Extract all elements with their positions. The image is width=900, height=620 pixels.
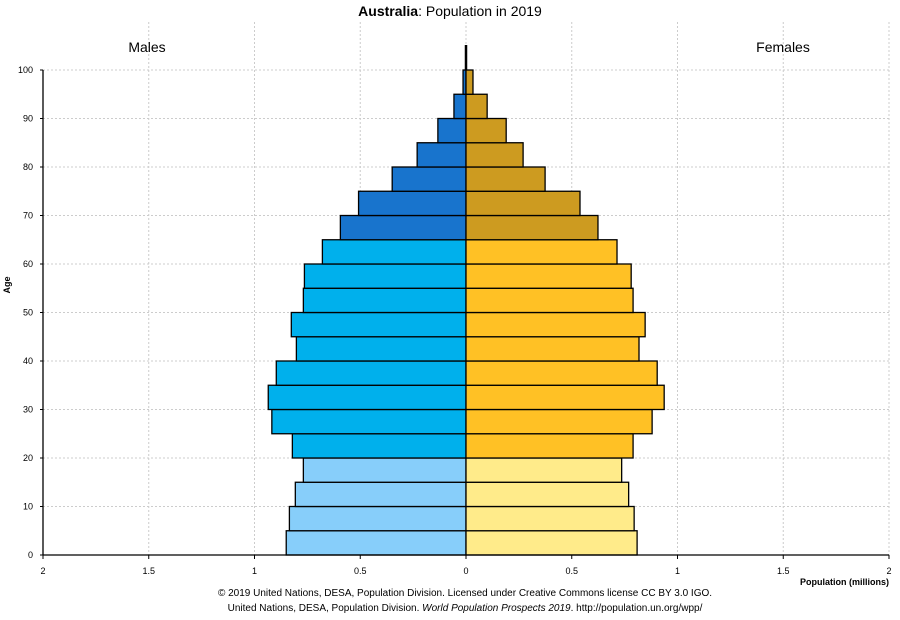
males-label: Males — [128, 39, 165, 55]
bar-female-10-14 — [465, 481, 630, 508]
x-tick-label: 2 — [886, 566, 891, 576]
bar-female-90-94 — [465, 93, 488, 120]
y-axis-label: Age — [2, 276, 12, 293]
bar-male-10-14 — [294, 481, 467, 508]
x-tick-label: 1 — [252, 566, 257, 576]
bar-male-0-4 — [285, 530, 467, 556]
credits-citation: United Nations, DESA, Population Divisio… — [227, 603, 703, 614]
bar-male-60-64 — [321, 239, 467, 265]
credits: © 2019 United Nations, DESA, Population … — [0, 586, 900, 616]
bar-female-30-34 — [465, 384, 665, 411]
bar-male-35-39 — [275, 360, 467, 386]
y-tick-label: 50 — [23, 308, 33, 318]
bar-female-60-64 — [465, 239, 618, 265]
y-tick-label: 40 — [23, 356, 33, 366]
bar-female-75-79 — [465, 166, 546, 192]
chart-title: Australia: Population in 2019 — [0, 3, 900, 19]
bar-female-0-4 — [465, 530, 638, 556]
y-tick-label: 0 — [28, 550, 33, 560]
bar-male-25-29 — [271, 408, 467, 435]
bar-male-80-84 — [416, 142, 467, 168]
bar-female-50-54 — [465, 287, 634, 314]
x-tick-label: 1.5 — [777, 566, 790, 576]
bar-male-55-59 — [303, 263, 467, 289]
females-label: Females — [756, 39, 810, 55]
bar-male-40-44 — [295, 336, 467, 362]
bar-male-75-79 — [391, 166, 467, 192]
x-axis-label: Population (millions) — [800, 577, 889, 587]
bar-male-15-19 — [302, 457, 467, 483]
x-tick-label: 1 — [675, 566, 680, 576]
bar-female-95-99 — [465, 69, 474, 95]
x-tick-label: 0.5 — [354, 566, 367, 576]
bar-female-70-74 — [465, 190, 581, 217]
chart-title-country: Australia — [358, 3, 419, 19]
bar-male-70-74 — [357, 190, 467, 217]
bar-female-15-19 — [465, 457, 623, 483]
bar-male-65-69 — [339, 214, 467, 241]
y-tick-label: 30 — [23, 405, 33, 415]
bar-female-45-49 — [465, 311, 646, 338]
bar-male-90-94 — [453, 93, 467, 120]
x-tick-label: 1.5 — [142, 566, 155, 576]
bar-female-35-39 — [465, 360, 658, 386]
y-tick-label: 70 — [23, 211, 33, 221]
bar-female-40-44 — [465, 336, 640, 362]
bar-female-65-69 — [465, 214, 599, 241]
x-tick-label: 0 — [463, 566, 468, 576]
y-tick-label: 20 — [23, 453, 33, 463]
bar-male-20-24 — [291, 433, 467, 459]
y-tick-label: 60 — [23, 259, 33, 269]
y-tick-label: 90 — [23, 114, 33, 124]
bar-male-30-34 — [267, 384, 467, 411]
bar-male-45-49 — [290, 311, 467, 338]
y-tick-label: 10 — [23, 502, 33, 512]
bar-female-80-84 — [465, 142, 524, 168]
bar-female-20-24 — [465, 433, 634, 459]
x-tick-label: 2 — [40, 566, 45, 576]
bar-male-5-9 — [288, 505, 467, 532]
bar-male-85-89 — [437, 117, 467, 144]
bar-female-5-9 — [465, 505, 635, 532]
bars — [267, 45, 665, 556]
bar-female-85-89 — [465, 117, 507, 144]
chart-title-rest: : Population in 2019 — [418, 3, 542, 19]
y-tick-label: 100 — [18, 65, 33, 75]
bar-male-50-54 — [302, 287, 467, 314]
x-tick-label: 0.5 — [565, 566, 578, 576]
y-tick-label: 80 — [23, 162, 33, 172]
credits-license: © 2019 United Nations, DESA, Population … — [217, 588, 713, 599]
bar-female-25-29 — [465, 408, 653, 435]
bar-female-55-59 — [465, 263, 632, 289]
